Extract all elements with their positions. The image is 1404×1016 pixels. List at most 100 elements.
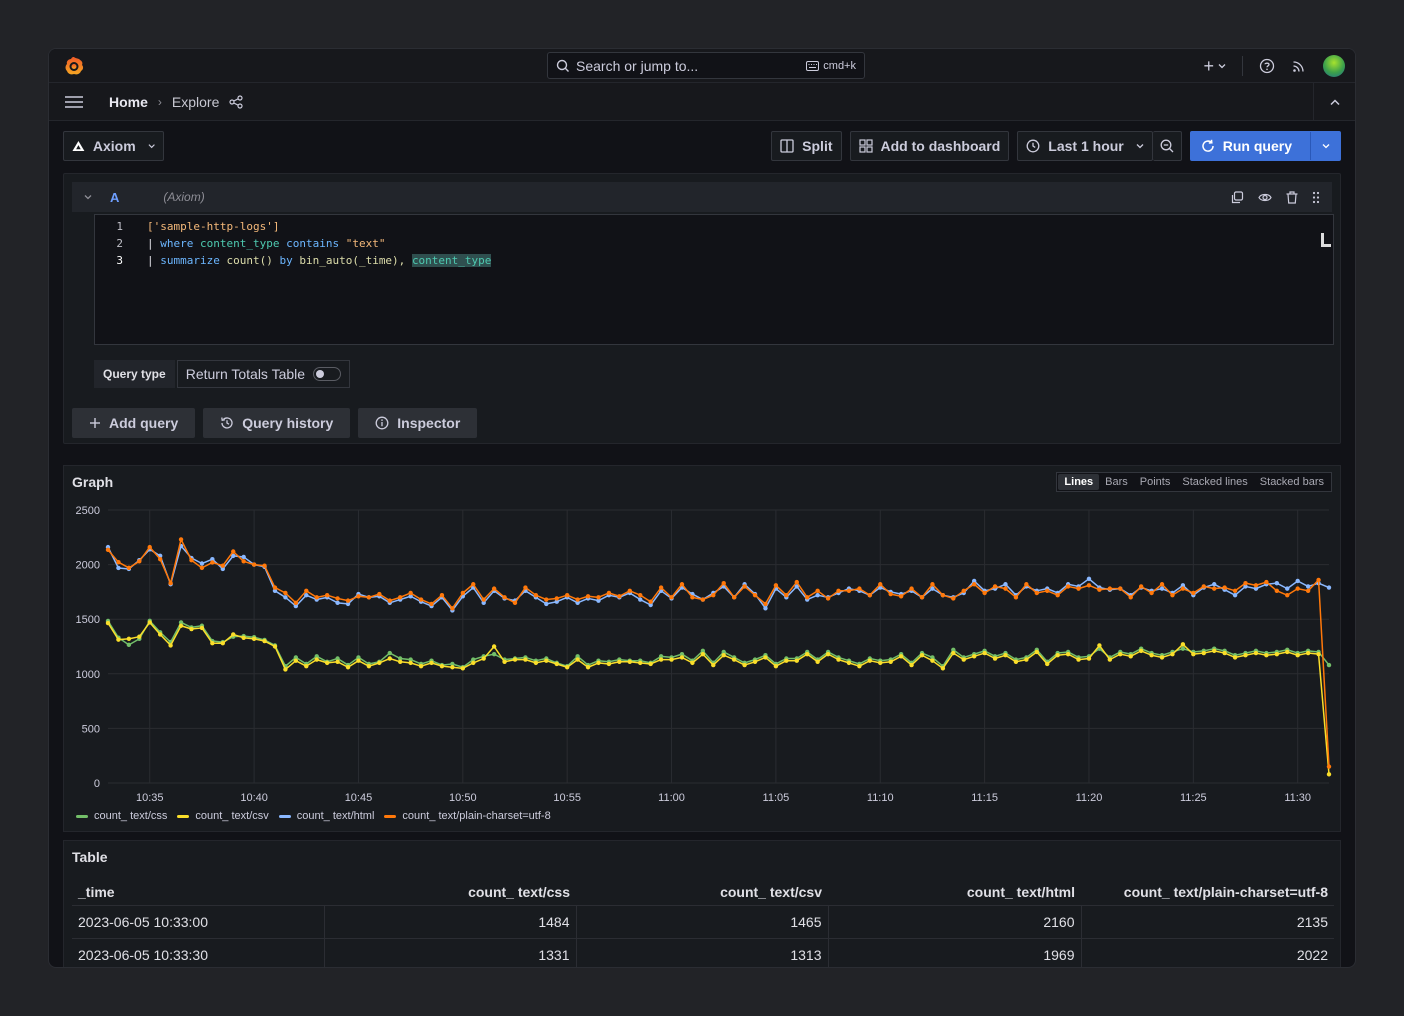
data-point: [648, 599, 653, 604]
mode-points[interactable]: Points: [1139, 476, 1171, 488]
data-point: [773, 583, 779, 588]
help-icon[interactable]: [1259, 58, 1275, 74]
data-point: [126, 642, 132, 648]
data-point: [575, 657, 580, 662]
drag-handle-icon[interactable]: [1312, 191, 1320, 204]
data-point: [116, 637, 121, 642]
time-series-chart[interactable]: 0 500 1000 1500 2000 2500 10:35 10:40 10:45 10:50…: [64, 496, 1340, 808]
inspector-button[interactable]: Inspector: [358, 408, 478, 438]
time-range-picker[interactable]: Last 1 hour: [1017, 131, 1153, 161]
duplicate-icon[interactable]: [1231, 190, 1244, 204]
table-cell: 2022: [1081, 938, 1334, 967]
run-query-main[interactable]: Run query: [1191, 132, 1302, 160]
add-query-button[interactable]: Add query: [72, 408, 196, 438]
data-point: [1180, 642, 1186, 647]
data-point: [731, 595, 737, 600]
data-point: [585, 665, 591, 670]
eye-icon[interactable]: [1258, 191, 1272, 204]
run-query-label: Run query: [1222, 138, 1292, 154]
share-icon[interactable]: [229, 94, 243, 109]
data-point: [971, 582, 977, 587]
avatar[interactable]: [1323, 55, 1345, 77]
data-point: [763, 601, 768, 607]
toolbar-actions: Split Add to dashboard Last 1 hour Run q…: [771, 131, 1341, 161]
data-point: [763, 606, 768, 611]
run-query-button[interactable]: Run query: [1189, 131, 1341, 161]
explore-toolbar: Axiom Split Add to dashboard Last 1 hour: [63, 131, 1341, 161]
menu-icon[interactable]: [65, 95, 83, 109]
column-header[interactable]: count_ text/css: [324, 879, 576, 906]
data-point: [189, 558, 194, 563]
data-point: [617, 659, 622, 664]
data-point: [878, 660, 883, 666]
data-point: [1305, 588, 1311, 594]
column-header[interactable]: count_ text/plain-charset=utf-8: [1081, 879, 1334, 906]
data-point: [669, 595, 674, 600]
rss-icon[interactable]: [1291, 58, 1307, 74]
mode-lines[interactable]: Lines: [1058, 474, 1100, 490]
legend-item[interactable]: count_ text/css: [76, 810, 167, 822]
code-text: ['sample-http-logs']: [147, 220, 279, 233]
x-tick-label: 10:55: [553, 792, 581, 804]
grafana-logo-icon[interactable]: [63, 55, 85, 77]
code-pipe: |: [147, 254, 161, 267]
mode-stacked-lines[interactable]: Stacked lines: [1182, 476, 1248, 488]
data-point: [314, 654, 319, 659]
data-point: [137, 559, 142, 564]
data-point: [1232, 592, 1238, 598]
data-point: [1212, 586, 1217, 591]
trash-icon[interactable]: [1286, 190, 1298, 204]
keyboard-icon: [806, 60, 820, 71]
column-header[interactable]: count_ text/csv: [576, 879, 828, 906]
query-history-label: Query history: [242, 415, 334, 431]
query-editor[interactable]: 1 ['sample-http-logs'] 2 | where content…: [94, 214, 1334, 345]
top-bar: Search or jump to... cmd+k +: [49, 49, 1355, 83]
data-point: [940, 592, 946, 598]
data-point: [721, 653, 726, 658]
search-input[interactable]: Search or jump to... cmd+k: [547, 52, 865, 79]
return-totals-toggle-field[interactable]: Return Totals Table: [176, 360, 351, 388]
data-point: [523, 585, 528, 590]
data-point: [752, 659, 758, 664]
datasource-picker[interactable]: Axiom: [63, 131, 164, 161]
data-point: [700, 597, 706, 602]
column-header[interactable]: count_ text/html: [828, 879, 1081, 906]
data-point: [679, 582, 685, 587]
mode-bars[interactable]: Bars: [1105, 476, 1128, 488]
query-history-button[interactable]: Query history: [203, 408, 351, 438]
data-point: [533, 660, 539, 666]
zoom-out-button[interactable]: [1152, 131, 1182, 161]
legend-item[interactable]: count_ text/plain-charset=utf-8: [384, 810, 551, 822]
query-letter[interactable]: A: [110, 189, 120, 205]
data-point: [930, 658, 935, 663]
data-point: [1243, 580, 1248, 586]
data-point: [512, 600, 518, 606]
data-point: [116, 565, 121, 571]
data-point: [533, 592, 539, 598]
chevron-down-icon[interactable]: [84, 194, 92, 200]
data-point: [1086, 656, 1092, 661]
data-point: [763, 655, 768, 660]
run-query-dropdown[interactable]: [1310, 132, 1340, 160]
collapse-header-button[interactable]: [1313, 83, 1355, 121]
data-point: [377, 660, 382, 666]
breadcrumb-home[interactable]: Home: [109, 93, 148, 110]
chevron-down-icon: [1218, 64, 1226, 69]
plus-icon: [90, 418, 100, 428]
data-point: [283, 595, 288, 600]
data-point: [1138, 584, 1144, 589]
mode-stacked-bars[interactable]: Stacked bars: [1259, 476, 1324, 488]
data-point: [231, 553, 236, 559]
add-to-dashboard-button[interactable]: Add to dashboard: [849, 131, 1010, 161]
data-point: [658, 657, 664, 662]
line-number: 2: [116, 237, 123, 250]
data-point: [648, 602, 653, 608]
split-button[interactable]: Split: [771, 131, 842, 161]
return-totals-toggle[interactable]: [313, 367, 342, 381]
legend-item[interactable]: count_ text/csv: [177, 810, 269, 822]
column-header[interactable]: _time: [72, 879, 324, 906]
data-point: [116, 559, 121, 565]
data-point: [481, 656, 486, 661]
new-menu-button[interactable]: +: [1203, 56, 1226, 77]
legend-item[interactable]: count_ text/html: [278, 810, 374, 822]
